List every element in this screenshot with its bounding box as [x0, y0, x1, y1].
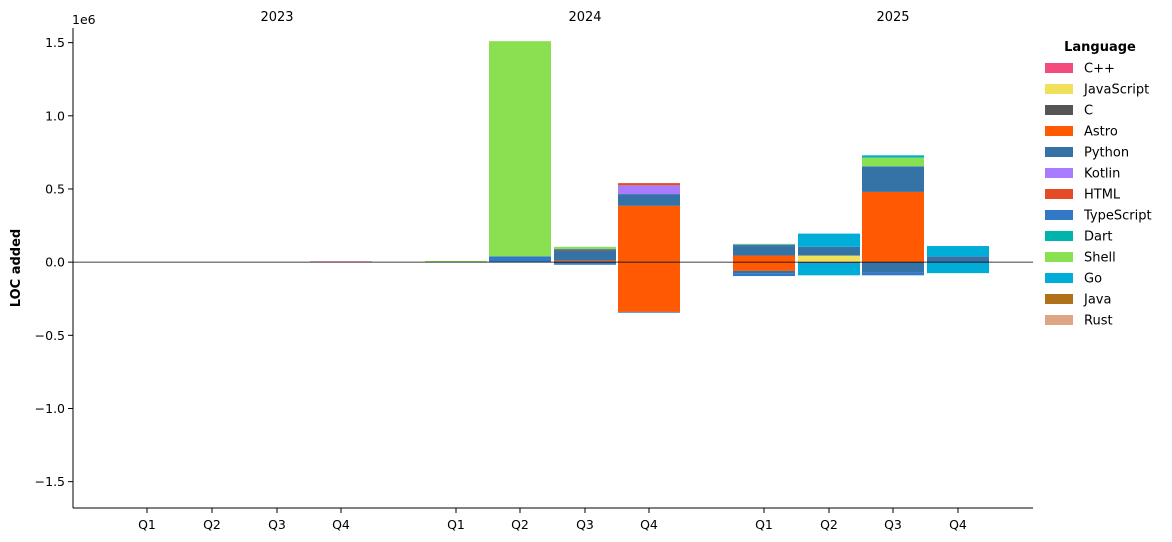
legend-label: HTML [1084, 188, 1121, 203]
bar-segment-astro [618, 205, 680, 262]
legend-label: Dart [1084, 230, 1112, 245]
bar-segment-html [618, 183, 680, 186]
y-tick-label: 1.0 [45, 108, 65, 123]
y-tick-label: 0.0 [45, 255, 65, 270]
x-tick-label: Q1 [755, 517, 773, 532]
legend-label: Shell [1084, 251, 1116, 266]
y-tick-label: −1.0 [35, 401, 65, 416]
bar-segment-python [733, 246, 795, 256]
legend-swatch [1045, 84, 1073, 94]
bar-segment-go [798, 263, 860, 276]
bar-segment-astro [862, 191, 924, 263]
year-labels: 2023 2024 2025 [260, 10, 909, 25]
legend-swatch [1045, 126, 1073, 136]
bar-segment-python [862, 167, 924, 192]
legend-swatch [1045, 231, 1073, 241]
bar-segment-python [554, 250, 616, 261]
y-tick-label: 0.5 [45, 181, 65, 196]
bar-segment-go [927, 246, 989, 257]
x-tick-label: Q4 [949, 517, 967, 532]
bar-segment-python [927, 256, 989, 263]
legend-swatch [1045, 294, 1073, 304]
y-tick-label: −0.5 [35, 328, 65, 343]
bar-segment-python [554, 262, 616, 264]
bar-segment-astro [733, 262, 795, 271]
legend: Language C++ JavaScript C Astro Python Kotlin… [1045, 40, 1152, 329]
legend-title: Language [1064, 40, 1136, 55]
bar-segment-shell [862, 157, 924, 167]
legend-label: TypeScript [1083, 209, 1152, 224]
legend-label: Go [1084, 272, 1102, 287]
bars-layer [310, 41, 989, 313]
bar-segment-astro [733, 255, 795, 263]
legend-label: C++ [1084, 62, 1115, 77]
bar-segment-go [927, 262, 989, 274]
legend-label: Python [1084, 146, 1129, 161]
x-tick-label: Q4 [332, 517, 350, 532]
bar-segment-shell [425, 260, 487, 263]
bar-segment-typescript [733, 244, 795, 247]
legend-label: Astro [1084, 125, 1118, 140]
bar-segment-typescript [862, 272, 924, 276]
bar-segment-typescript [554, 248, 616, 250]
legend-swatch [1045, 273, 1073, 283]
y-axis-label: LOC added [9, 229, 24, 307]
legend-swatch [1045, 252, 1073, 262]
legend-label: Java [1083, 293, 1111, 308]
legend-label: JavaScript [1083, 83, 1149, 98]
x-tick-label: Q1 [138, 517, 156, 532]
bar-segment-kotlin [618, 185, 680, 195]
bar-segment-shell [733, 243, 795, 245]
x-tick-label: Q4 [640, 517, 658, 532]
legend-label: Kotlin [1084, 167, 1120, 182]
bar-segment-python [862, 262, 924, 273]
legend-swatch [1045, 147, 1073, 157]
legend-swatch [1045, 315, 1073, 325]
x-tick-label: Q2 [820, 517, 838, 532]
year-label: 2025 [876, 10, 909, 25]
bar-segment-typescript [798, 262, 860, 264]
y-ticks: −1.5 −1.0 −0.5 0.0 0.5 1.0 1.5 [35, 35, 73, 489]
bar-segment-go [862, 155, 924, 158]
x-tick-label: Q3 [268, 517, 286, 532]
x-tick-label: Q1 [447, 517, 465, 532]
bar-segment-shell [489, 41, 551, 257]
bar-segment-shell [554, 246, 616, 249]
legend-label: Rust [1084, 314, 1113, 329]
year-label: 2024 [568, 10, 601, 25]
legend-swatch [1045, 210, 1073, 220]
bar-segment-astro [554, 260, 616, 263]
bar-segment-typescript [489, 256, 551, 263]
legend-swatch [1045, 63, 1073, 73]
legend-label: C [1084, 104, 1093, 119]
x-tick-label: Q3 [576, 517, 594, 532]
bar-segment-python [618, 194, 680, 206]
bar-segment-python [798, 246, 860, 256]
x-tick-label: Q2 [511, 517, 529, 532]
axes-layer [72, 28, 1033, 509]
y-tick-label: −1.5 [35, 474, 65, 489]
bar-segment-html [554, 249, 616, 251]
bar-segment-typescript [618, 311, 680, 313]
y-tick-label: 1.5 [45, 35, 65, 50]
bar-segment-typescript [733, 273, 795, 277]
year-label: 2023 [260, 10, 293, 25]
x-tick-label: Q3 [884, 517, 902, 532]
y-offset-label: 1e6 [72, 12, 96, 27]
bar-segment-go [798, 233, 860, 247]
x-ticks: Q1 Q2 Q3 Q4 Q1 Q2 Q3 Q4 Q1 Q2 Q3 Q4 [138, 508, 967, 532]
bar-segment-typescript [862, 166, 924, 168]
x-tick-label: Q2 [203, 517, 221, 532]
bar-segment-astro [618, 262, 680, 312]
legend-swatch [1045, 168, 1073, 178]
legend-swatch [1045, 189, 1073, 199]
legend-swatch [1045, 105, 1073, 115]
bar-segment-python [733, 270, 795, 274]
bar-segment-typescript [554, 263, 616, 265]
bar-segment-javascript [798, 255, 860, 263]
